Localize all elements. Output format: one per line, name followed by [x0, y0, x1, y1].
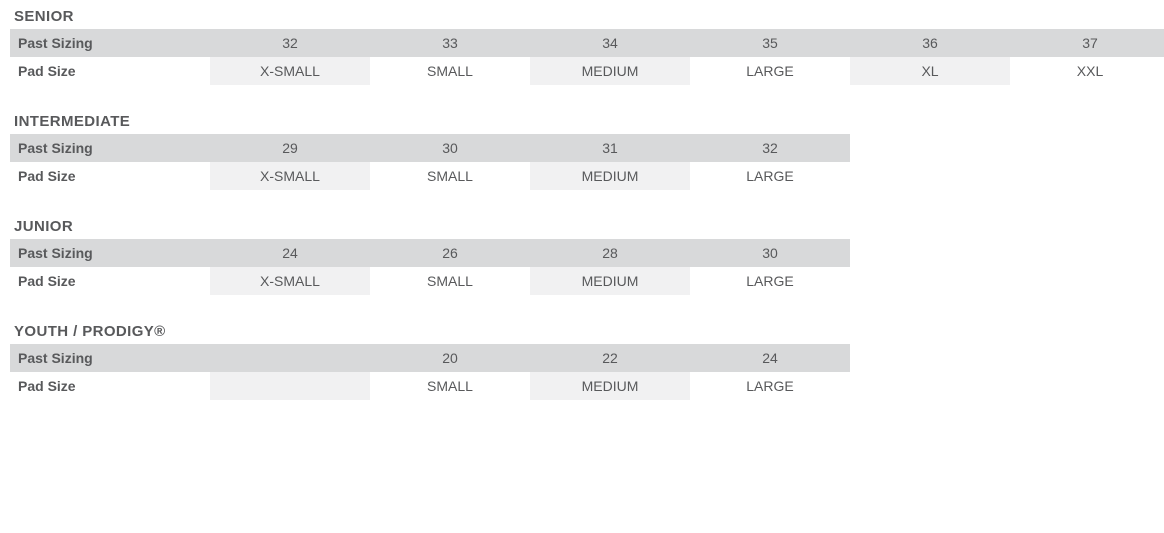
past-sizing-cell: 29 [210, 134, 370, 162]
past-sizing-cell: 24 [210, 239, 370, 267]
pad-size-cell: MEDIUM [530, 372, 690, 400]
past-sizing-cell: 26 [370, 239, 530, 267]
sizing-table: Past Sizing29303132Pad SizeX-SMALLSMALLM… [10, 134, 850, 190]
row-label: Pad Size [10, 162, 210, 190]
past-sizing-cell: 33 [370, 29, 530, 57]
category-title: YOUTH / PRODIGY® [14, 323, 1154, 340]
pad-size-cell: X-SMALL [210, 267, 370, 295]
section: SENIORPast Sizing323334353637Pad SizeX-S… [10, 8, 1154, 85]
pad-size-cell: LARGE [690, 267, 850, 295]
past-sizing-cell: 24 [690, 344, 850, 372]
sizing-chart-root: SENIORPast Sizing323334353637Pad SizeX-S… [10, 8, 1154, 400]
pad-size-cell: LARGE [690, 372, 850, 400]
pad-size-cell: LARGE [690, 162, 850, 190]
pad-size-cell: SMALL [370, 267, 530, 295]
pad-size-cell: X-SMALL [210, 162, 370, 190]
pad-size-cell: MEDIUM [530, 162, 690, 190]
section: JUNIORPast Sizing24262830Pad SizeX-SMALL… [10, 218, 1154, 295]
row-label: Past Sizing [10, 134, 210, 162]
row-label: Pad Size [10, 57, 210, 85]
pad-size-cell: X-SMALL [210, 57, 370, 85]
pad-size-cell: XXL [1010, 57, 1164, 85]
category-title: INTERMEDIATE [14, 113, 1154, 130]
past-sizing-cell: 30 [690, 239, 850, 267]
past-sizing-row: Past Sizing24262830 [10, 239, 850, 267]
past-sizing-row: Past Sizing323334353637 [10, 29, 1164, 57]
past-sizing-cell: 30 [370, 134, 530, 162]
pad-size-cell: SMALL [370, 162, 530, 190]
past-sizing-cell: 35 [690, 29, 850, 57]
section: INTERMEDIATEPast Sizing29303132Pad SizeX… [10, 113, 1154, 190]
category-title: SENIOR [14, 8, 1154, 25]
pad-size-cell: MEDIUM [530, 267, 690, 295]
past-sizing-cell: 36 [850, 29, 1010, 57]
past-sizing-cell: 32 [690, 134, 850, 162]
past-sizing-cell: 28 [530, 239, 690, 267]
past-sizing-cell [210, 344, 370, 372]
past-sizing-cell: 32 [210, 29, 370, 57]
row-label: Past Sizing [10, 239, 210, 267]
pad-size-cell: MEDIUM [530, 57, 690, 85]
section: YOUTH / PRODIGY®Past Sizing202224Pad Siz… [10, 323, 1154, 400]
past-sizing-cell: 37 [1010, 29, 1164, 57]
past-sizing-cell: 20 [370, 344, 530, 372]
row-label: Pad Size [10, 267, 210, 295]
past-sizing-cell: 31 [530, 134, 690, 162]
past-sizing-row: Past Sizing29303132 [10, 134, 850, 162]
pad-size-row: Pad SizeX-SMALLSMALLMEDIUMLARGE [10, 267, 850, 295]
pad-size-cell [210, 372, 370, 400]
pad-size-row: Pad Size SMALLMEDIUMLARGE [10, 372, 850, 400]
pad-size-row: Pad SizeX-SMALLSMALLMEDIUMLARGEXLXXL [10, 57, 1164, 85]
past-sizing-cell: 34 [530, 29, 690, 57]
pad-size-row: Pad SizeX-SMALLSMALLMEDIUMLARGE [10, 162, 850, 190]
pad-size-cell: SMALL [370, 57, 530, 85]
category-title: JUNIOR [14, 218, 1154, 235]
past-sizing-row: Past Sizing 202224 [10, 344, 850, 372]
row-label: Past Sizing [10, 344, 210, 372]
past-sizing-cell: 22 [530, 344, 690, 372]
row-label: Pad Size [10, 372, 210, 400]
pad-size-cell: XL [850, 57, 1010, 85]
sizing-table: Past Sizing323334353637Pad SizeX-SMALLSM… [10, 29, 1164, 85]
pad-size-cell: SMALL [370, 372, 530, 400]
sizing-table: Past Sizing24262830Pad SizeX-SMALLSMALLM… [10, 239, 850, 295]
pad-size-cell: LARGE [690, 57, 850, 85]
row-label: Past Sizing [10, 29, 210, 57]
sizing-table: Past Sizing 202224 Pad Size SMALLMEDIUMLARG… [10, 344, 850, 400]
